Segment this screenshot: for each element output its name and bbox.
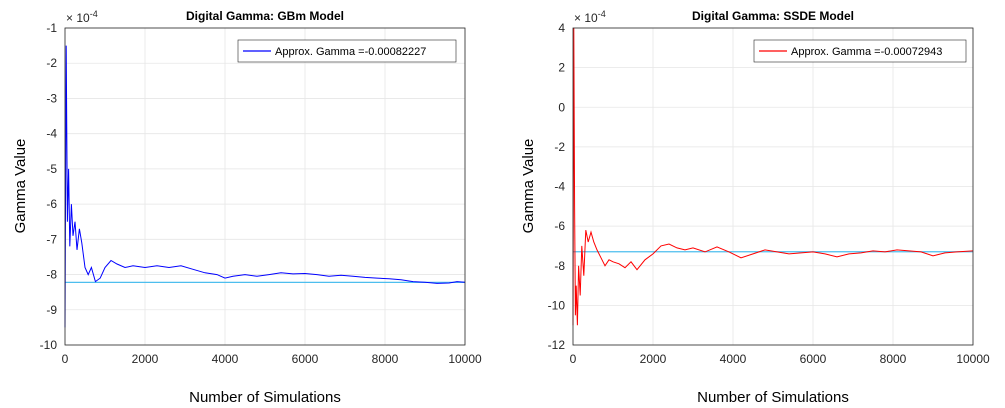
y-tick-label: -7 xyxy=(46,232,57,246)
x-tick-label: 10000 xyxy=(448,352,482,366)
x-tick-label: 8000 xyxy=(880,352,907,366)
x-tick-label: 4000 xyxy=(720,352,747,366)
chart-title: Digital Gamma: GBm Model xyxy=(186,9,344,23)
y-tick-label: 0 xyxy=(558,100,565,114)
x-tick-label: 2000 xyxy=(640,352,667,366)
plot-area xyxy=(65,28,465,345)
x-tick-label: 6000 xyxy=(292,352,319,366)
y-tick-label: -1 xyxy=(46,21,57,35)
exponent-label: × 10-4 xyxy=(66,9,98,25)
y-tick-label: -4 xyxy=(554,180,565,194)
x-tick-label: 2000 xyxy=(132,352,159,366)
y-tick-label: -12 xyxy=(548,338,566,352)
y-tick-label: 2 xyxy=(558,61,565,75)
y-tick-label: 4 xyxy=(558,21,565,35)
y-axis-label: Gamma Value xyxy=(12,139,29,234)
legend: Approx. Gamma =-0.00082227 xyxy=(237,39,457,63)
y-tick-label: -5 xyxy=(46,162,57,176)
x-axis-label: Number of Simulations xyxy=(189,389,341,406)
legend-box xyxy=(237,39,457,63)
series-line xyxy=(64,45,466,328)
y-tick-label: -2 xyxy=(46,56,57,70)
x-tick-label: 8000 xyxy=(372,352,399,366)
x-tick-label: 0 xyxy=(62,352,69,366)
legend-label: Approx. Gamma =-0.00072943 xyxy=(791,46,942,58)
x-tick-label: 0 xyxy=(570,352,577,366)
y-tick-label: -10 xyxy=(40,338,58,352)
legend-label: Approx. Gamma =-0.00082227 xyxy=(275,46,426,58)
y-tick-labels: 4 2 0 -2 -4 -6 -8 -10 -12 xyxy=(548,21,566,352)
y-tick-label: -9 xyxy=(46,303,57,317)
y-tick-label: -8 xyxy=(554,259,565,273)
y-tick-label: -3 xyxy=(46,91,57,105)
y-tick-label: -8 xyxy=(46,268,57,282)
x-axis-label: Number of Simulations xyxy=(697,389,849,406)
ssde-chart: 0 2000 4000 6000 8000 10000 4 2 0 -2 -4 -6 -8 -10 -12… xyxy=(520,9,990,406)
y-tick-label: -2 xyxy=(554,140,565,154)
x-tick-label: 6000 xyxy=(800,352,827,366)
x-tick-label: 10000 xyxy=(956,352,990,366)
y-tick-label: -6 xyxy=(46,197,57,211)
y-axis-label: Gamma Value xyxy=(520,139,537,234)
axes-box xyxy=(572,27,974,346)
axes-box xyxy=(64,27,466,346)
y-tick-labels: -1 -2 -3 -4 -5 -6 -7 -8 -9 -10 xyxy=(40,21,58,352)
x-tick-labels: 0 2000 4000 6000 8000 10000 xyxy=(570,352,990,366)
y-tick-label: -10 xyxy=(548,298,566,312)
legend: Approx. Gamma =-0.00072943 xyxy=(753,39,967,63)
y-tick-label: -6 xyxy=(554,219,565,233)
x-tick-label: 4000 xyxy=(212,352,239,366)
chart-title: Digital Gamma: SSDE Model xyxy=(692,9,854,23)
series-line xyxy=(572,27,974,326)
gbm-chart: 0 2000 4000 6000 8000 10000 -1-2-3-4-5-6-7-8-… xyxy=(12,9,482,406)
exponent-label: × 10-4 xyxy=(574,9,606,25)
x-tick-labels: 0 2000 4000 6000 8000 10000 xyxy=(62,352,482,366)
y-tick-label: -4 xyxy=(46,127,57,141)
legend-box xyxy=(753,39,967,63)
